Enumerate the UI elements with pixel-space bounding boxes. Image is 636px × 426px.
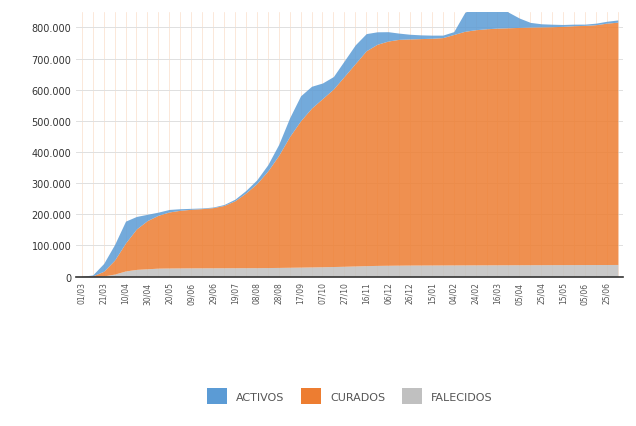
Legend: ACTIVOS, CURADOS, FALECIDOS: ACTIVOS, CURADOS, FALECIDOS: [203, 384, 497, 409]
